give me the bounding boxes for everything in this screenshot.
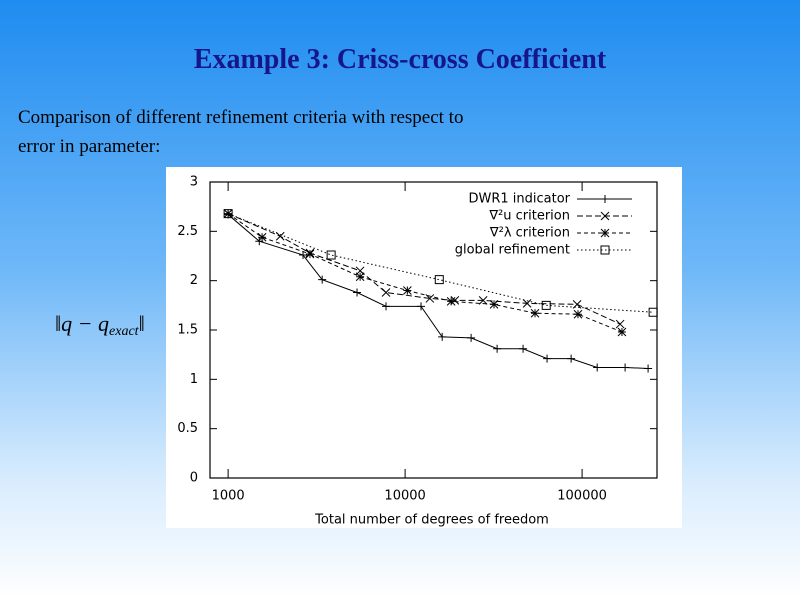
marker	[425, 294, 435, 303]
y-tick-label: 2	[190, 273, 198, 288]
chart-background	[166, 167, 682, 528]
series-line	[227, 213, 621, 325]
marker	[567, 354, 576, 363]
x-tick-label: 100000	[557, 489, 607, 504]
text-line: error in parameter:	[18, 136, 161, 157]
marker	[417, 302, 426, 311]
marker	[355, 272, 365, 282]
y-tick-label: 3	[190, 175, 198, 190]
marker	[326, 250, 336, 260]
marker	[489, 299, 499, 309]
marker	[573, 309, 583, 319]
marker	[593, 363, 602, 372]
marker	[299, 251, 308, 260]
legend-marker	[600, 245, 610, 255]
marker	[519, 344, 528, 353]
y-tick-label: 2.5	[177, 224, 198, 239]
legend-label: DWR1 indicator	[468, 192, 570, 207]
legend-label: ∇²λ criterion	[489, 226, 570, 241]
marker	[493, 344, 502, 353]
series-line	[227, 214, 649, 369]
marker	[644, 364, 653, 373]
marker	[438, 332, 447, 341]
marker	[381, 288, 391, 297]
marker	[541, 300, 551, 310]
marker	[467, 333, 476, 342]
y-label-part: exact	[109, 324, 140, 339]
marker	[530, 308, 540, 318]
legend-label: ∇²u criterion	[488, 209, 570, 224]
marker	[434, 275, 444, 285]
y-tick-label: 0	[190, 471, 198, 486]
marker	[446, 297, 456, 306]
marker	[478, 296, 488, 305]
series-line	[227, 213, 623, 333]
y-tick-label: 1.5	[177, 323, 198, 338]
x-tick-label: 10000	[384, 489, 425, 504]
y-label-part: ‖q − q	[55, 311, 109, 336]
x-tick-label: 1000	[212, 489, 245, 504]
x-axis-label: Total number of degrees of freedom	[314, 513, 549, 528]
legend-marker	[600, 228, 610, 238]
y-tick-label: 1	[190, 372, 198, 387]
text-line: Comparison of different refinement crite…	[18, 107, 464, 128]
marker	[621, 363, 630, 372]
marker	[615, 319, 625, 329]
slide-title: Example 3: Criss-cross Coefficient	[193, 44, 607, 75]
marker	[318, 275, 327, 284]
y-axis-label: ‖q − qexact‖	[55, 311, 145, 339]
legend-marker	[601, 195, 609, 203]
marker	[543, 354, 552, 363]
marker	[522, 299, 532, 308]
legend-marker	[600, 211, 610, 221]
marker	[353, 288, 362, 297]
marker	[648, 307, 658, 317]
y-tick-label: 0.5	[177, 421, 198, 436]
marker	[257, 232, 267, 242]
marker	[617, 327, 627, 337]
marker	[403, 286, 412, 295]
marker	[223, 209, 233, 219]
y-label-part: ‖	[139, 311, 145, 336]
marker	[305, 249, 315, 259]
legend-label: global refinement	[455, 243, 570, 258]
marker	[382, 302, 391, 311]
